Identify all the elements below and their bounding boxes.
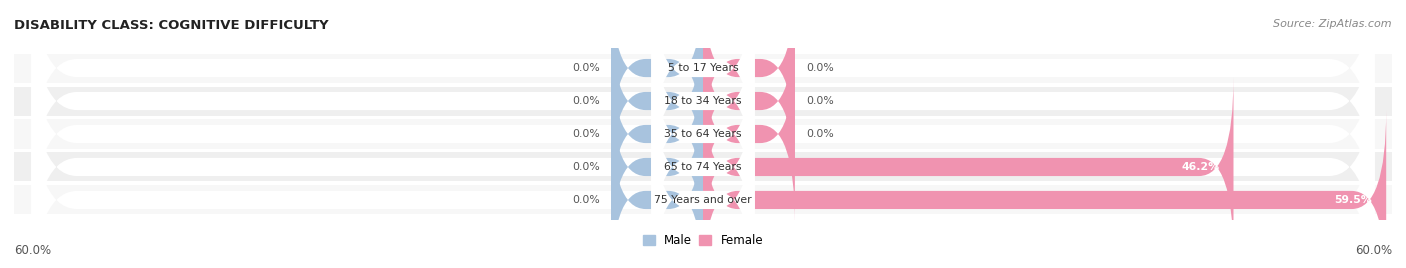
FancyBboxPatch shape [31,44,1375,268]
FancyBboxPatch shape [612,44,703,224]
Text: 35 to 64 Years: 35 to 64 Years [664,129,742,139]
Text: 18 to 34 Years: 18 to 34 Years [664,96,742,106]
Text: 60.0%: 60.0% [14,244,51,257]
FancyBboxPatch shape [703,77,1233,257]
FancyBboxPatch shape [612,77,703,257]
Bar [14,87,1392,116]
FancyBboxPatch shape [612,0,703,158]
Bar [14,54,1392,83]
FancyBboxPatch shape [651,28,755,240]
Text: 59.5%: 59.5% [1334,195,1372,205]
Text: 0.0%: 0.0% [807,129,834,139]
Text: Source: ZipAtlas.com: Source: ZipAtlas.com [1274,19,1392,29]
Bar [14,185,1392,214]
Text: 0.0%: 0.0% [572,96,599,106]
Text: DISABILITY CLASS: COGNITIVE DIFFICULTY: DISABILITY CLASS: COGNITIVE DIFFICULTY [14,19,329,32]
Text: 5 to 17 Years: 5 to 17 Years [668,63,738,73]
FancyBboxPatch shape [612,11,703,191]
Text: 46.2%: 46.2% [1181,162,1219,172]
FancyBboxPatch shape [31,0,1375,191]
FancyBboxPatch shape [703,11,794,191]
FancyBboxPatch shape [651,0,755,207]
Bar [14,152,1392,181]
Text: 75 Years and over: 75 Years and over [654,195,752,205]
FancyBboxPatch shape [651,61,755,268]
Bar [14,120,1392,148]
FancyBboxPatch shape [651,94,755,268]
Text: 0.0%: 0.0% [572,195,599,205]
FancyBboxPatch shape [612,110,703,268]
FancyBboxPatch shape [31,11,1375,257]
Text: 0.0%: 0.0% [572,129,599,139]
FancyBboxPatch shape [703,44,794,224]
FancyBboxPatch shape [651,0,755,174]
Text: 0.0%: 0.0% [807,63,834,73]
Text: 60.0%: 60.0% [1355,244,1392,257]
FancyBboxPatch shape [703,110,1386,268]
FancyBboxPatch shape [703,0,794,158]
Text: 0.0%: 0.0% [572,162,599,172]
Text: 0.0%: 0.0% [572,63,599,73]
Legend: Male, Female: Male, Female [638,229,768,252]
Text: 0.0%: 0.0% [807,96,834,106]
FancyBboxPatch shape [31,77,1375,268]
FancyBboxPatch shape [31,0,1375,224]
Text: 65 to 74 Years: 65 to 74 Years [664,162,742,172]
